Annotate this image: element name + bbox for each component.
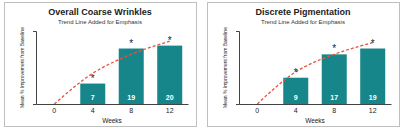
x-tick: 4: [294, 104, 298, 114]
x-tick: 12: [166, 104, 174, 114]
bar: [283, 78, 308, 104]
bar: [322, 54, 347, 104]
data-label: 19: [369, 94, 377, 101]
plot-area: [257, 43, 385, 104]
labels: 7 19 20 * * *: [91, 35, 174, 101]
x-tick: 0: [52, 104, 56, 114]
data-label: 7: [91, 94, 95, 101]
labels: 9 17 19 * * *: [294, 38, 377, 101]
bar: [157, 46, 182, 104]
annotation: *: [129, 38, 133, 49]
y-axis-line: [33, 32, 37, 105]
x-axis: 0 4 8 12: [240, 104, 392, 114]
title: Overall Coarse Wrinkles: [48, 7, 151, 17]
x-tick: 8: [129, 104, 133, 114]
bar: [119, 49, 144, 104]
x-tick: 4: [91, 104, 95, 114]
data-label: 20: [166, 94, 174, 101]
panel-frame: [5, 3, 197, 127]
canvas: Overall Coarse Wrinkles Trend Line Added …: [0, 0, 400, 129]
x-tick-label: 4: [91, 107, 95, 114]
y-axis: [236, 32, 240, 105]
panel-frame: [208, 3, 400, 127]
annotation: *: [91, 73, 95, 84]
y-axis: [33, 32, 37, 105]
y-axis-title: Mean % Improvement from Baseline: [19, 27, 25, 108]
bar: [80, 84, 105, 104]
x-tick-label: 4: [294, 107, 298, 114]
subtitle: Trend Line Added for Emphasis: [261, 19, 345, 25]
annotation: *: [168, 35, 172, 46]
trend-line: [257, 43, 372, 104]
annotation: *: [294, 67, 298, 78]
data-label: 19: [127, 94, 135, 101]
x-axis-title: Weeks: [102, 117, 122, 124]
x-axis-title: Weeks: [305, 117, 325, 124]
bar: [360, 49, 385, 104]
x-axis-line: [37, 104, 189, 105]
annotation: *: [371, 38, 375, 49]
x-axis-line: [240, 104, 392, 105]
annotation: *: [332, 43, 336, 54]
y-axis-title: Mean % Improvement from Baseline: [222, 27, 228, 108]
x-tick-label: 0: [52, 107, 56, 114]
x-tick-label: 0: [255, 107, 259, 114]
plot-area: [54, 41, 182, 104]
x-tick-label: 8: [129, 107, 133, 114]
x-tick-label: 12: [166, 107, 174, 114]
x-axis: 0 4 8 12: [37, 104, 189, 114]
data-label: 9: [294, 94, 298, 101]
x-tick: 0: [255, 104, 259, 114]
title: Discrete Pigmentation: [255, 7, 350, 17]
y-axis-line: [236, 32, 240, 105]
panel: Discrete Pigmentation Trend Line Added fo…: [208, 3, 400, 127]
x-tick: 8: [332, 104, 336, 114]
x-tick-label: 12: [369, 107, 377, 114]
panel: Overall Coarse Wrinkles Trend Line Added …: [5, 3, 197, 127]
subtitle: Trend Line Added for Emphasis: [58, 19, 142, 25]
trend-line: [54, 41, 169, 104]
x-tick-label: 8: [332, 107, 336, 114]
data-label: 17: [330, 94, 338, 101]
x-tick: 12: [369, 104, 377, 114]
